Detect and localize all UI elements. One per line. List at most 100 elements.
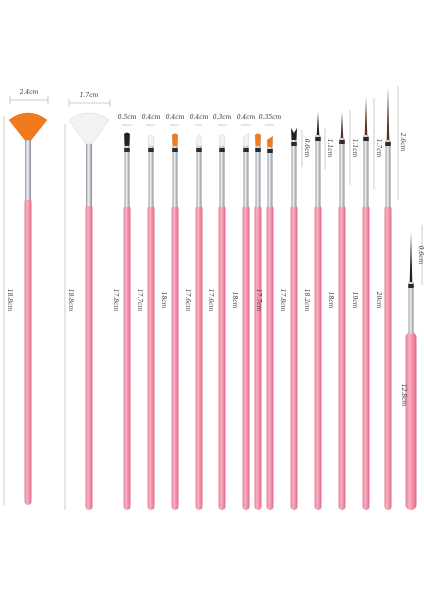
label-brush-15-width: 2.6cm [399, 132, 406, 152]
brush-collar [124, 148, 130, 152]
brush-bristles [196, 133, 202, 147]
label-brush-3-width: 0.5cm [118, 114, 137, 121]
brush-ferrule [196, 146, 202, 207]
brush-collar [243, 148, 249, 152]
brush-ferrule [291, 140, 297, 207]
brush-handle [147, 205, 155, 510]
brush-liner-2 [338, 112, 346, 510]
brush-ferrule [267, 147, 273, 207]
brush-collar [408, 284, 414, 288]
label-brush-10-length: 17.8cm [279, 289, 286, 312]
label-brush-16-length: 12.8cm [400, 384, 407, 407]
brush-flat-black [123, 132, 131, 510]
brush-fan-white [68, 112, 110, 510]
brush-bristles [409, 232, 413, 282]
label-brush-2-length: 18.8cm [67, 289, 74, 312]
brush-flat-orange-2 [254, 133, 262, 510]
brush-handle [384, 205, 392, 510]
label-brush-6-width: 0.4cm [190, 114, 209, 121]
label-brush-6-length: 17.6cm [184, 289, 191, 312]
brush-bristles [68, 112, 110, 145]
brush-collar [315, 137, 321, 141]
label-brush-12-length: 18cm [327, 292, 334, 309]
brush-collar [219, 148, 225, 152]
brush-bristles [218, 134, 226, 147]
brush-collar [255, 148, 261, 152]
brush-ferrule [172, 146, 178, 207]
dimension-lines [3, 86, 423, 510]
brush-handle [24, 198, 32, 505]
brush-handle [195, 205, 203, 510]
label-brush-13-width: 1.1cm [351, 139, 358, 158]
brush-ferrule [363, 135, 369, 207]
brush-collar [267, 149, 273, 153]
brush-round-white [195, 133, 203, 510]
brush-ferrule [385, 140, 391, 207]
brush-collar [148, 148, 154, 152]
label-brush-5-length: 18cm [160, 292, 167, 309]
label-brush-2-width: 1.7cm [80, 92, 99, 99]
brush-collar [363, 137, 369, 141]
brush-handle [254, 205, 262, 510]
label-brush-14-width: 1.7cm [375, 139, 382, 158]
label-brush-12-width: 1.1cm [326, 139, 333, 158]
brush-bristles [123, 132, 131, 147]
label-brush-8-length: 18cm [231, 292, 238, 309]
label-brush-1-length: 18.8cm [6, 289, 13, 312]
brush-ferrule [255, 146, 261, 207]
brush-angle-white [242, 132, 250, 510]
brush-angle-orange [266, 135, 274, 510]
brush-ferrule [339, 138, 345, 207]
brush-collar [172, 148, 178, 152]
brush-bristles [316, 112, 320, 135]
brush-ferrule [219, 146, 225, 207]
brush-handle [171, 205, 179, 510]
label-brush-11-length: 18.2cm [303, 289, 310, 312]
brush-bristles [386, 87, 390, 140]
brush-bristles [364, 97, 368, 135]
brush-handle [405, 332, 417, 510]
brush-bristles [291, 128, 297, 140]
brush-handle [218, 205, 226, 510]
brush-handle [266, 205, 274, 510]
label-brush-7-width: 0.3cm [213, 114, 232, 121]
brush-collar [291, 142, 297, 146]
label-brush-9-width: 0.35cm [259, 114, 282, 121]
label-brush-5-width: 0.4cm [166, 114, 185, 121]
brush-bristles [254, 133, 262, 147]
label-brush-8-width: 0.4cm [237, 114, 256, 121]
brush-collar [339, 140, 345, 144]
brush-bristles [8, 112, 48, 141]
brush-collar [196, 148, 202, 152]
label-brush-13-length: 19cm [351, 292, 358, 309]
label-brush-4-width: 0.4cm [142, 114, 161, 121]
brush-ferrule [25, 138, 31, 200]
brush-ferrule [243, 146, 249, 207]
label-brush-16-width: 0.6cm [417, 246, 424, 265]
label-brush-3-length: 17.8cm [112, 289, 119, 312]
brush-liner-1 [314, 112, 322, 510]
brush-handle [314, 205, 322, 510]
brush-flat-white-2 [218, 134, 226, 510]
label-brush-9-length: 17.7cm [255, 289, 262, 312]
label-brush-11-width: 0.6cm [303, 139, 310, 158]
label-brush-4-length: 17.7cm [136, 289, 143, 312]
brush-dotting-liner [405, 232, 417, 510]
brush-handle [123, 205, 131, 510]
brush-ferrule [315, 135, 321, 207]
brush-v-black [290, 128, 298, 510]
brush-flat-orange-1 [171, 133, 179, 510]
brush-handle [85, 204, 93, 510]
brush-group [8, 87, 417, 510]
brush-ferrule [148, 146, 154, 207]
label-brush-1-width: 2.4cm [19, 89, 39, 96]
brush-liner-4 [384, 87, 392, 510]
brush-fan-orange [8, 112, 48, 505]
brush-ferrule [408, 282, 414, 334]
brush-handle [242, 205, 250, 510]
brush-collar [385, 142, 391, 146]
brush-bristles [242, 132, 250, 147]
brush-flat-white-1 [147, 135, 155, 510]
brush-liner-3 [362, 97, 370, 510]
